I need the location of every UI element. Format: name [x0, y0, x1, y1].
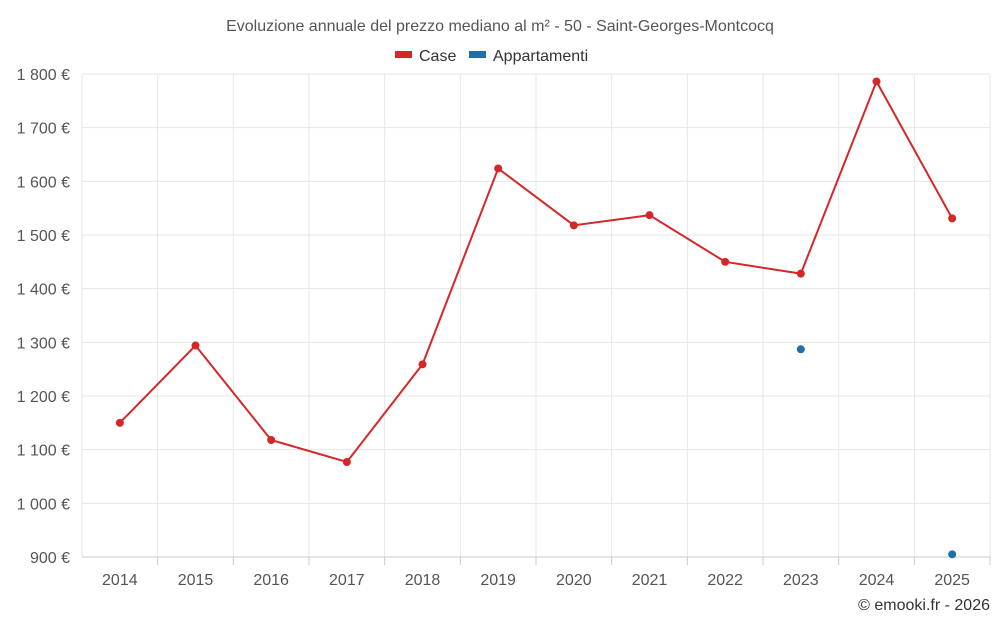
y-tick-label: 1 500 € — [17, 228, 70, 245]
x-tick-label: 2018 — [405, 572, 441, 589]
legend-label-appartamenti: Appartamenti — [493, 48, 588, 65]
x-tick-label: 2024 — [859, 572, 895, 589]
data-point-case[interactable] — [418, 360, 427, 369]
data-point-case[interactable] — [267, 436, 276, 445]
data-point-case[interactable] — [115, 418, 124, 427]
legend-swatch-case — [395, 51, 412, 58]
data-point-case[interactable] — [796, 269, 805, 278]
data-point-case[interactable] — [948, 214, 957, 223]
x-tick-label: 2025 — [934, 572, 970, 589]
x-tick-label: 2014 — [102, 572, 138, 589]
data-point-case[interactable] — [569, 221, 578, 230]
series-appartamenti — [796, 345, 957, 559]
x-tick-label: 2021 — [632, 572, 668, 589]
data-point-appartamenti[interactable] — [796, 345, 805, 354]
data-point-case[interactable] — [721, 257, 730, 266]
x-tick-label: 2017 — [329, 572, 365, 589]
y-tick-label: 1 300 € — [17, 335, 70, 352]
legend: Case Appartamenti — [395, 48, 588, 65]
legend-label-case: Case — [419, 48, 456, 65]
data-point-appartamenti[interactable] — [948, 550, 957, 559]
y-tick-label: 1 200 € — [17, 389, 70, 406]
x-tick-label: 2023 — [783, 572, 819, 589]
legend-item-appartamenti[interactable]: Appartamenti — [469, 48, 588, 65]
data-point-case[interactable] — [342, 458, 351, 467]
data-point-case[interactable] — [191, 341, 200, 350]
y-tick-label: 1 400 € — [17, 282, 70, 299]
x-tick-label: 2020 — [556, 572, 592, 589]
series-case — [115, 77, 957, 467]
y-tick-label: 1 700 € — [17, 121, 70, 138]
y-tick-label: 1 600 € — [17, 174, 70, 191]
x-tick-label: 2015 — [178, 572, 214, 589]
legend-item-case[interactable]: Case — [395, 48, 456, 65]
data-point-case[interactable] — [645, 211, 654, 220]
series-line-case — [119, 79, 954, 464]
data-point-case[interactable] — [872, 77, 881, 86]
y-tick-label: 1 800 € — [17, 67, 70, 84]
data-point-case[interactable] — [494, 164, 503, 173]
x-tick-label: 2016 — [253, 572, 289, 589]
credit-text: © emooki.fr - 2026 — [858, 597, 990, 614]
series — [115, 77, 957, 559]
y-tick-label: 1 100 € — [17, 443, 70, 460]
x-tick-label: 2019 — [480, 572, 516, 589]
y-tick-label: 1 000 € — [17, 496, 70, 513]
legend-swatch-appartamenti — [469, 51, 486, 58]
y-tick-label: 900 € — [30, 550, 70, 567]
chart-title: Evoluzione annuale del prezzo mediano al… — [226, 18, 774, 35]
x-tick-label: 2022 — [707, 572, 743, 589]
grid — [81, 73, 991, 557]
axes: 900 € 1 000 € 1 100 € 1 200 € 1 300 € 1 400 €… — [17, 67, 991, 589]
